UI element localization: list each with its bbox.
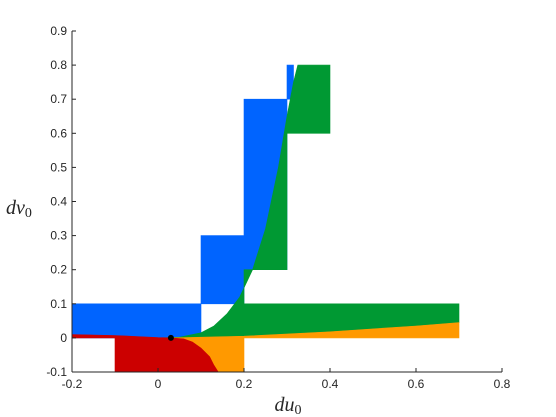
y-tick-label: 0.5 (50, 160, 67, 174)
region-blue-0 (71, 64, 294, 339)
y-tick-label: 0.1 (50, 297, 67, 311)
marked-point (167, 334, 174, 341)
y-tick-label: 0.8 (50, 58, 67, 72)
y-tick-label: 0.4 (50, 195, 67, 209)
y-axis-label-main: dv (6, 197, 25, 219)
y-axis-label-sub: 0 (25, 206, 32, 221)
x-tick-label: 0.2 (236, 377, 253, 391)
region-red-3 (71, 334, 219, 373)
chart-points (167, 334, 174, 341)
y-tick-label: 0 (60, 331, 67, 345)
y-tick-label: 0.9 (50, 24, 67, 38)
y-tick-label: -0.1 (46, 365, 67, 379)
x-tick-label: 0.8 (494, 377, 511, 391)
y-tick-label: 0.3 (50, 229, 67, 243)
x-tick-label: -0.2 (62, 377, 83, 391)
x-axis-label-sub: 0 (295, 403, 302, 417)
x-axis-label: du0 (275, 394, 302, 417)
x-tick-label: 0.4 (322, 377, 339, 391)
chart-ticks: -0.2 0 0.2 0.4 0.6 0.8 -0.1 0 0.1 0.2 0.3 0.4 0.5 0.6… (46, 24, 510, 391)
y-tick-label: 0.2 (50, 263, 67, 277)
y-tick-label: 0.6 (50, 126, 67, 140)
chart-regions (71, 64, 460, 373)
x-tick-label: 0.6 (408, 377, 425, 391)
y-axis-label: dv0 (6, 197, 32, 221)
y-tick-label: 0.7 (50, 92, 67, 106)
x-axis-label-main: du (275, 394, 295, 416)
x-tick-label: 0 (155, 377, 162, 391)
